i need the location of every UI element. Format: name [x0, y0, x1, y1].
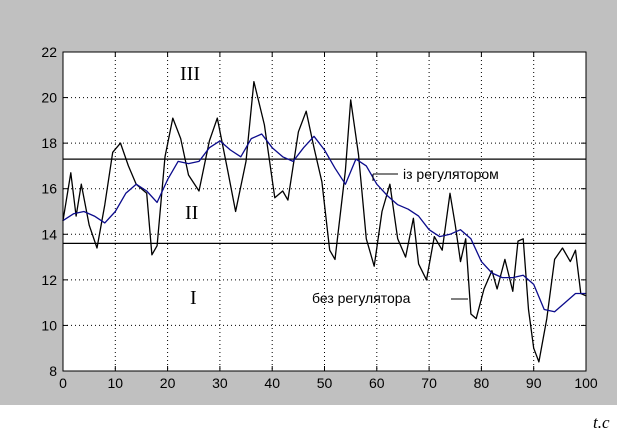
x-tick-label: 30 — [212, 375, 228, 391]
y-tick-label: 12 — [41, 272, 57, 288]
x-tick-label: 80 — [474, 375, 490, 391]
y-tick-label: 14 — [41, 226, 57, 242]
annotation-without-regulator: без регулятора — [312, 290, 411, 306]
zone-lines — [63, 158, 586, 245]
x-tick-label: 20 — [160, 375, 176, 391]
x-tick-label: 100 — [574, 375, 598, 391]
zone-label-i: I — [190, 287, 197, 309]
zone-label-iii: III — [180, 63, 200, 85]
x-tick-label: 90 — [526, 375, 542, 391]
x-tick-label: 50 — [317, 375, 333, 391]
zone-label-ii: II — [185, 202, 198, 224]
series-line-without-regulator — [62, 80, 587, 363]
series-group — [62, 80, 587, 363]
y-tick-label: 20 — [41, 90, 57, 106]
y-tick-label: 22 — [41, 44, 57, 60]
x-tick-label: 0 — [59, 375, 67, 391]
annotation-with-regulator: із регулятором — [403, 166, 499, 182]
y-tick-label: 8 — [49, 363, 57, 379]
y-tick-label: 16 — [41, 181, 57, 197]
x-tick-label: 70 — [421, 375, 437, 391]
x-tick-label: 10 — [108, 375, 124, 391]
y-tick-label: 10 — [41, 317, 57, 333]
x-tick-label: 40 — [264, 375, 280, 391]
plot-area — [63, 52, 586, 371]
figure-footer — [0, 405, 617, 432]
series-line-with-regulator — [62, 133, 587, 313]
ticks: 0 10 20 30 40 50 60 70 80 90 100 8 10 12 14 16 18 20 22 — [41, 44, 597, 391]
y-tick-label: 18 — [41, 135, 57, 151]
x-tick-label: 60 — [369, 375, 385, 391]
x-axis-unit-label: t.c — [593, 413, 610, 432]
